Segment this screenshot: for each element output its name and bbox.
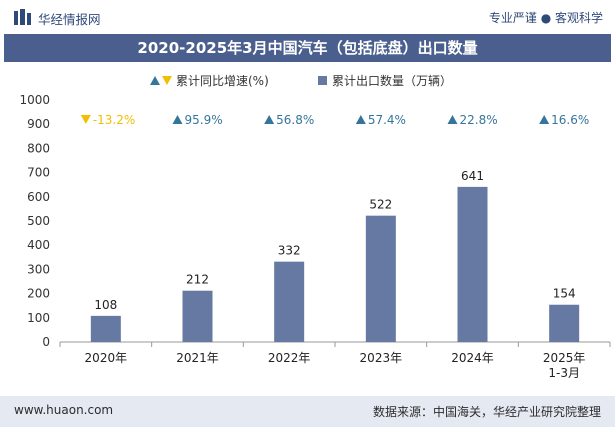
growth-label: 95.9% — [185, 113, 223, 127]
y-tick-label: 300 — [27, 262, 50, 276]
growth-down-marker — [80, 115, 91, 124]
bar-value-label: 108 — [94, 298, 117, 312]
x-tick-label: 2021年 — [176, 351, 219, 365]
legend-label-export: 累计出口数量（万辆） — [332, 74, 453, 88]
x-tick-label: 2025年 — [543, 351, 586, 365]
growth-label: 22.8% — [460, 113, 498, 127]
growth-up-marker — [172, 115, 183, 124]
x-tick-label: 2022年 — [268, 351, 311, 365]
chart-title: 2020-2025年3月中国汽车（包括底盘）出口数量 — [4, 34, 611, 62]
chart-legend: 累计同比增速(%) 累计出口数量（万辆） — [0, 72, 615, 90]
bar — [182, 290, 213, 342]
growth-label: 16.6% — [551, 113, 589, 127]
y-tick-label: 1000 — [19, 93, 50, 107]
bar-value-label: 212 — [186, 273, 209, 287]
x-tick-label: 1-3月 — [548, 366, 580, 380]
bar-value-label: 332 — [278, 244, 301, 258]
growth-label: 57.4% — [368, 113, 406, 127]
y-tick-label: 0 — [42, 335, 50, 349]
chart-area: 0 100 200 300 400 500 600 700 800 900 1000 108 2020年… — [19, 93, 611, 380]
site-url: www.huaon.com — [14, 403, 114, 417]
up-triangle-icon — [150, 76, 160, 85]
legend-item-growth: 累计同比增速(%) — [150, 72, 269, 89]
bar-value-label: 641 — [461, 169, 484, 183]
legend-item-export: 累计出口数量（万辆） — [318, 72, 452, 89]
x-tick-label: 2024年 — [451, 351, 494, 365]
legend-swatch-bar — [318, 76, 327, 85]
x-tick-label: 2020年 — [85, 351, 128, 365]
growth-up-marker — [447, 115, 458, 124]
bar — [365, 215, 396, 342]
y-tick-label: 400 — [27, 238, 50, 252]
bar — [549, 304, 580, 342]
y-tick-label: 600 — [27, 190, 50, 204]
bar — [457, 186, 488, 342]
growth-up-marker — [355, 115, 366, 124]
header-bar: 华经情报网 专业严谨 ● 客观科学 — [0, 0, 615, 34]
y-tick-label: 800 — [27, 141, 50, 155]
y-tick-label: 500 — [27, 214, 50, 228]
logo-icon — [14, 9, 31, 25]
y-tick-label: 700 — [27, 166, 50, 180]
y-tick-label: 100 — [27, 311, 50, 325]
y-tick-label: 900 — [27, 117, 50, 131]
growth-up-marker — [264, 115, 275, 124]
growth-up-marker — [539, 115, 550, 124]
legend-label-growth: 累计同比增速(%) — [176, 74, 269, 88]
bar — [90, 315, 121, 342]
down-triangle-icon — [162, 76, 172, 85]
y-tick-label: 200 — [27, 287, 50, 301]
data-source: 数据来源：中国海关，华经产业研究院整理 — [372, 405, 601, 419]
footer-bar: www.huaon.com 数据来源：中国海关，华经产业研究院整理 — [0, 396, 615, 427]
bar — [274, 261, 305, 342]
tagline: 专业严谨 ● 客观科学 — [488, 11, 603, 25]
brand-name: 华经情报网 — [38, 12, 101, 27]
growth-label: -13.2% — [93, 113, 135, 127]
bar-value-label: 154 — [553, 287, 576, 301]
growth-label: 56.8% — [276, 113, 314, 127]
bar-value-label: 522 — [369, 198, 392, 212]
x-tick-label: 2023年 — [360, 351, 403, 365]
